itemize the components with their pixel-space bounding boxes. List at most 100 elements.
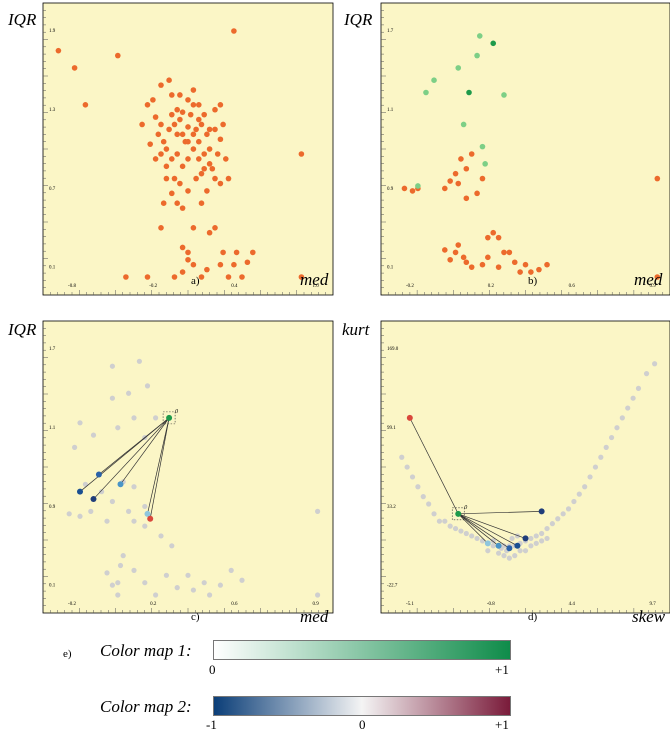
data-point: [447, 178, 453, 184]
x-tick-label: 0.2: [150, 602, 157, 607]
data-point: [152, 114, 159, 120]
data-point-faded: [109, 498, 115, 505]
data-point: [174, 151, 180, 157]
data-point: [190, 225, 197, 231]
data-point: [185, 188, 191, 194]
data-point-highlighted: [479, 143, 486, 150]
data-point: [179, 131, 186, 138]
data-point: [190, 261, 197, 268]
neighbor-line: [458, 513, 489, 544]
colormap-1-label: Color map 1:: [100, 641, 192, 660]
data-point: [150, 97, 156, 103]
data-point-highlighted: [466, 89, 472, 96]
panel-b: IQR -0.2 0.2 0.6 0.9 1.7 1.1 0.9 0.1 b) med: [338, 0, 670, 300]
data-point-faded: [190, 587, 196, 593]
data-point: [115, 52, 121, 59]
data-point: [185, 249, 191, 256]
data-point-highlighted: [455, 65, 462, 71]
data-point-faded: [131, 567, 137, 573]
data-point: [231, 261, 237, 268]
y-tick-label: 0.1: [387, 266, 394, 271]
data-point-highlighted: [423, 89, 429, 96]
panel-letter: d): [528, 611, 538, 623]
data-point: [528, 269, 534, 275]
data-point-faded: [126, 390, 132, 396]
data-point: [198, 170, 205, 177]
data-point: [479, 261, 486, 268]
data-point-faded: [131, 484, 137, 490]
data-point: [55, 47, 62, 54]
data-point-faded: [544, 525, 550, 532]
data-point: [169, 190, 175, 197]
data-point-faded: [153, 415, 159, 421]
data-point: [201, 111, 207, 118]
panel-letter: e): [63, 648, 72, 660]
data-point-faded: [509, 535, 515, 542]
x-tick-label: 0.2: [488, 284, 495, 289]
colormap-1-bar: [213, 640, 511, 660]
data-point-faded: [77, 513, 83, 519]
data-point: [468, 151, 475, 157]
data-point-faded: [442, 518, 448, 524]
data-point-faded: [652, 361, 658, 367]
data-point: [654, 175, 661, 182]
neighbor-line: [458, 511, 542, 515]
data-point-faded: [174, 585, 180, 591]
data-point: [495, 264, 502, 270]
data-point-faded: [207, 592, 213, 598]
data-point-faded: [158, 533, 164, 539]
neighbor-line: [458, 513, 518, 547]
minor-ticks: [381, 328, 664, 613]
data-point-faded: [115, 425, 121, 431]
data-point: [517, 269, 523, 275]
y-axis-title: kurt: [342, 320, 370, 339]
data-point-faded: [131, 518, 137, 524]
data-point-highlighted: [460, 121, 467, 128]
x-tick-label: 4.4: [569, 602, 576, 607]
data-point: [212, 106, 218, 113]
plot-area: -5.1 -0.8 4.4 9.7 169.0 99.1 33.2 -22.7 0: [380, 320, 670, 614]
data-point-faded: [463, 530, 469, 537]
scatter-plot-a: -0.8 -0.2 0.4 1.0 1.9 1.3 0.7 0.1: [42, 2, 334, 296]
data-point: [455, 242, 462, 248]
data-point: [239, 274, 245, 280]
data-point: [160, 200, 167, 206]
data-point: [501, 249, 507, 256]
data-point-faded: [72, 444, 78, 450]
data-point: [82, 102, 89, 108]
data-point-faded: [533, 533, 539, 539]
x-tick-label: 9.7: [650, 602, 657, 607]
data-point-faded: [447, 523, 453, 529]
neighbor-point: [484, 540, 491, 547]
minor-ticks: [43, 328, 326, 613]
data-point-faded: [592, 464, 599, 470]
neighbor-point: [538, 508, 545, 515]
data-point: [452, 170, 459, 177]
data-point-faded: [522, 548, 529, 554]
neighbor-point: [522, 535, 529, 542]
data-point: [212, 175, 218, 182]
data-point-highlighted: [415, 183, 421, 189]
data-point-faded: [630, 395, 636, 401]
y-tick-label: 99.1: [387, 426, 396, 431]
data-point: [206, 161, 213, 167]
data-point: [169, 111, 175, 118]
data-point: [511, 259, 518, 266]
data-point: [485, 254, 491, 261]
colormap-2-bar: [213, 696, 511, 716]
data-point-highlighted: [476, 33, 483, 39]
data-point-highlighted: [490, 40, 497, 47]
data-point: [190, 102, 197, 108]
neighbor-point: [147, 515, 154, 522]
x-axis-title: skew: [632, 607, 666, 626]
data-point-faded: [603, 444, 609, 450]
data-point: [144, 274, 151, 280]
scatter-plot-c: -0.2 0.2 0.6 0.9 1.7 1.1 0.9 0.1 0: [42, 320, 334, 614]
data-point: [179, 269, 186, 275]
data-point: [171, 274, 178, 280]
data-point: [155, 131, 162, 138]
x-tick-label: 0.9: [650, 284, 657, 289]
data-point-faded: [608, 434, 615, 441]
data-point: [190, 87, 197, 93]
data-point: [490, 229, 497, 236]
